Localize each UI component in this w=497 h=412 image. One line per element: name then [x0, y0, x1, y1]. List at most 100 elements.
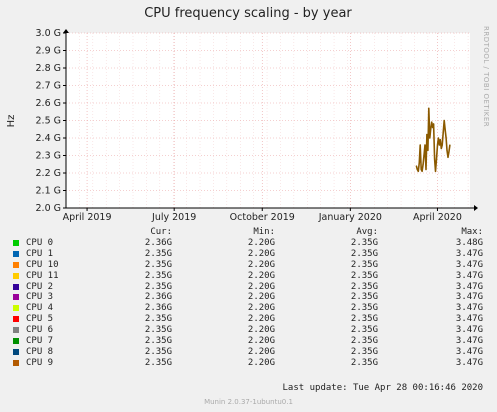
chart-title: CPU frequency scaling - by year — [144, 6, 352, 21]
grid-layer — [63, 32, 470, 211]
legend-max-value: 3.48G — [455, 238, 483, 248]
legend-table: Cur: Min: Avg: Max: CPU 0 2.36G 2.20G 2.35G… — [0, 226, 497, 369]
legend-max-value: 3.47G — [455, 248, 483, 259]
legend-avg-value: 2.35G — [350, 346, 378, 357]
legend-min-value: 2.20G — [247, 270, 275, 281]
legend-swatch — [13, 272, 19, 279]
legend-header-avg: Avg: — [356, 227, 378, 237]
y-tick-label: 2.0 G — [36, 203, 62, 214]
legend-avg-value: 2.35G — [350, 292, 378, 303]
legend-min-value: 2.20G — [247, 248, 275, 259]
legend-series-name: CPU 3 — [26, 292, 54, 303]
legend-swatch — [13, 348, 19, 355]
data-point — [435, 158, 438, 160]
legend-row: CPU 5 2.35G 2.20G 2.35G 3.47G — [0, 314, 497, 325]
data-point — [448, 151, 450, 153]
legend-header-max: Max: — [461, 227, 483, 237]
legend-min-value: 2.20G — [247, 357, 275, 368]
y-tick-labels: 2.0 G 2.1 G 2.2 G 2.3 G 2.4 G 2.5 G 2.6 G 2.7 G… — [36, 28, 62, 214]
legend-row: CPU 0 2.36G 2.20G 2.35G 3.48G — [0, 238, 497, 249]
y-tick-label: 2.3 G — [36, 151, 62, 162]
legend-series-name: CPU 11 — [26, 270, 59, 281]
legend-avg-value: 2.35G — [350, 336, 378, 347]
legend-swatch — [13, 338, 19, 345]
y-tick-label: 2.8 G — [36, 63, 62, 74]
data-point — [441, 144, 443, 146]
legend-cur-value: 2.35G — [144, 314, 172, 325]
y-tick-label: 2.7 G — [36, 81, 62, 92]
legend-swatch — [13, 250, 19, 257]
data-point — [428, 107, 430, 109]
legend-cur-value: 2.36G — [144, 292, 172, 303]
data-point — [434, 170, 437, 172]
legend-avg-value: 2.35G — [350, 314, 378, 325]
legend-row: CPU 4 2.36G 2.20G 2.35G 3.47G — [0, 303, 497, 314]
data-point — [417, 170, 419, 172]
legend-series-name: CPU 4 — [26, 303, 54, 314]
legend-min-value: 2.20G — [247, 346, 275, 357]
chart-svg: CPU frequency scaling - by year Hz RRDTO… — [6, 6, 490, 223]
data-point — [442, 132, 444, 134]
legend-avg-value: 2.35G — [350, 248, 378, 259]
data-point — [419, 144, 421, 146]
legend-header: Cur: Min: Avg: Max: — [0, 226, 497, 238]
legend-avg-value: 2.35G — [350, 270, 378, 281]
legend-avg-value: 2.35G — [350, 357, 378, 368]
y-axis-arrow — [63, 29, 69, 33]
data-point — [422, 163, 424, 165]
legend-max-value: 3.47G — [455, 314, 483, 325]
last-update: Last update: Tue Apr 28 00:16:46 2020 — [282, 383, 483, 393]
legend-max-value: 3.47G — [455, 303, 483, 314]
legend-cur-value: 2.35G — [144, 357, 172, 368]
data-point — [434, 158, 436, 160]
legend-swatch — [13, 305, 19, 312]
data-point — [449, 144, 451, 146]
legend-swatch — [13, 327, 19, 334]
data-point — [429, 137, 431, 139]
legend-cur-value: 2.36G — [144, 238, 172, 248]
legend-series-name: CPU 5 — [26, 314, 54, 325]
x-tick-label: April 2019 — [63, 212, 112, 223]
legend-row: CPU 11 2.35G 2.20G 2.35G 3.47G — [0, 271, 497, 282]
data-point — [437, 137, 439, 139]
y-axis-label: Hz — [6, 115, 17, 128]
legend-row: CPU 3 2.36G 2.20G 2.35G 3.47G — [0, 292, 497, 303]
data-point — [427, 149, 429, 151]
legend-swatch — [13, 261, 19, 268]
data-point — [430, 128, 432, 130]
y-tick-label: 2.5 G — [36, 116, 62, 127]
legend-max-value: 3.47G — [455, 325, 483, 336]
legend-swatch — [13, 283, 19, 290]
data-point — [443, 119, 445, 122]
data-point — [416, 168, 418, 171]
legend-header-cur: Cur: — [150, 227, 172, 237]
y-tick-label: 2.2 G — [36, 168, 62, 179]
data-point — [421, 170, 423, 172]
data-point — [431, 121, 433, 123]
legend-min-value: 2.20G — [247, 303, 275, 314]
legend-series-name: CPU 8 — [26, 346, 54, 357]
legend-cur-value: 2.35G — [144, 270, 172, 281]
x-axis-arrow — [474, 205, 478, 211]
y-tick-label: 2.4 G — [36, 133, 62, 144]
data-point — [425, 168, 427, 171]
legend-avg-value: 2.35G — [350, 303, 378, 314]
x-tick-label: October 2019 — [230, 212, 295, 223]
legend-min-value: 2.20G — [247, 325, 275, 336]
data-point — [439, 139, 441, 141]
y-tick-label: 2.6 G — [36, 98, 62, 109]
data-point — [446, 149, 448, 151]
legend-max-value: 3.47G — [455, 346, 483, 357]
legend-series-name: CPU 9 — [26, 357, 54, 368]
legend-row: CPU 2 2.35G 2.20G 2.35G 3.47G — [0, 282, 497, 293]
legend-max-value: 3.47G — [455, 357, 483, 368]
legend-series-name: CPU 0 — [26, 238, 54, 248]
legend-swatch — [13, 359, 19, 366]
legend-row: CPU 8 2.35G 2.20G 2.35G 3.47G — [0, 347, 497, 358]
data-point — [420, 168, 422, 171]
data-point — [438, 144, 440, 146]
data-point — [423, 154, 425, 157]
data-point — [447, 156, 449, 158]
legend-cur-value: 2.35G — [144, 325, 172, 336]
